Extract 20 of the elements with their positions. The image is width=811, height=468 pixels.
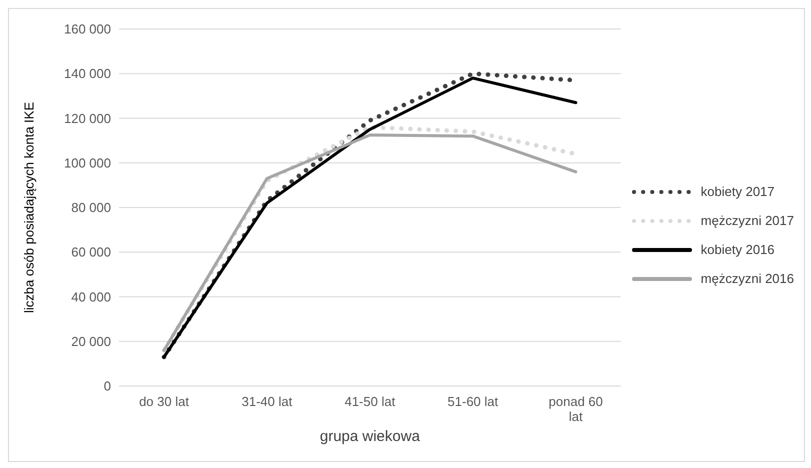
legend-label: kobiety 2016 [700, 242, 775, 257]
x-tick-label: 51-60 lat [448, 394, 499, 409]
y-tick-label: 40 000 [71, 289, 111, 304]
y-tick-label: 0 [104, 378, 111, 394]
y-tick-label: 140 000 [64, 66, 111, 82]
y-axis-title: liczba osób posiadających konta IKE [22, 102, 37, 314]
x-tick-label: ponad 60 lat [548, 394, 603, 424]
legend-label: mężczyzni 2017 [700, 213, 794, 228]
x-tick-label: 41-50 lat [344, 394, 396, 409]
y-tick-label: 120 000 [64, 110, 111, 126]
y-tick-label: 60 000 [71, 244, 111, 260]
legend-label: mężczyzni 2016 [700, 271, 794, 286]
y-tick-label: 160 000 [64, 22, 111, 37]
y-tick-label: 80 000 [71, 200, 111, 216]
x-tick-label: 31-40 lat [242, 394, 293, 409]
legend-label: kobiety 2017 [700, 184, 775, 199]
y-tick-label: 100 000 [64, 155, 111, 170]
x-tick-label: do 30 lat [139, 394, 190, 409]
y-tick-label: 20 000 [71, 334, 111, 349]
x-axis-title: grupa wiekowa [320, 428, 421, 445]
